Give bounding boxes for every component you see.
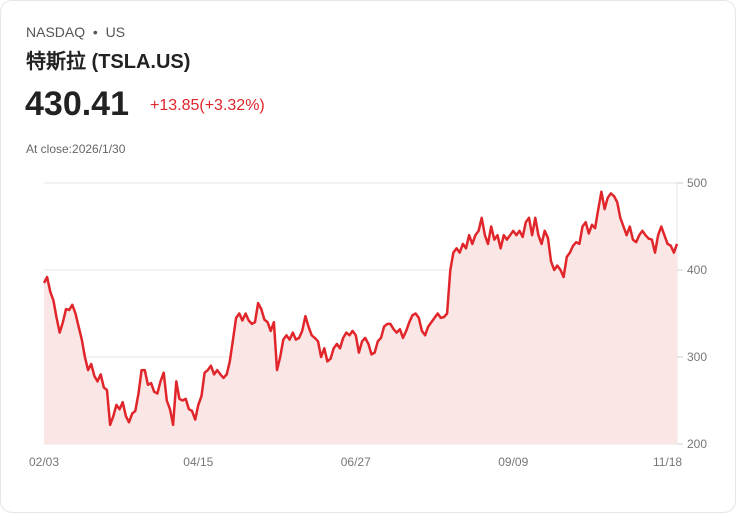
stock-title: 特斯拉 (TSLA.US) xyxy=(26,51,191,73)
y-tick-label: 500 xyxy=(687,176,707,190)
price: 430.41 xyxy=(25,85,129,123)
exchange: NASDAQ xyxy=(26,24,86,40)
x-tick-label: 09/09 xyxy=(498,455,528,469)
x-tick-label: 06/27 xyxy=(341,455,371,469)
y-tick-label: 300 xyxy=(687,350,707,364)
y-tick-label: 200 xyxy=(687,437,707,451)
x-tick-label: 11/18 xyxy=(653,455,682,469)
price-line xyxy=(42,190,679,427)
separator: • xyxy=(92,24,98,40)
x-tick-label: 04/15 xyxy=(183,455,213,469)
y-tick-label: 400 xyxy=(687,263,707,277)
price-change: +13.85(+3.32%) xyxy=(150,97,265,114)
exchange-label: NASDAQ • US xyxy=(26,24,125,40)
x-tick-label: 02/03 xyxy=(29,455,59,469)
close-date: At close:2026/1/30 xyxy=(26,142,126,156)
market: US xyxy=(105,24,126,40)
area-fill xyxy=(44,191,677,444)
